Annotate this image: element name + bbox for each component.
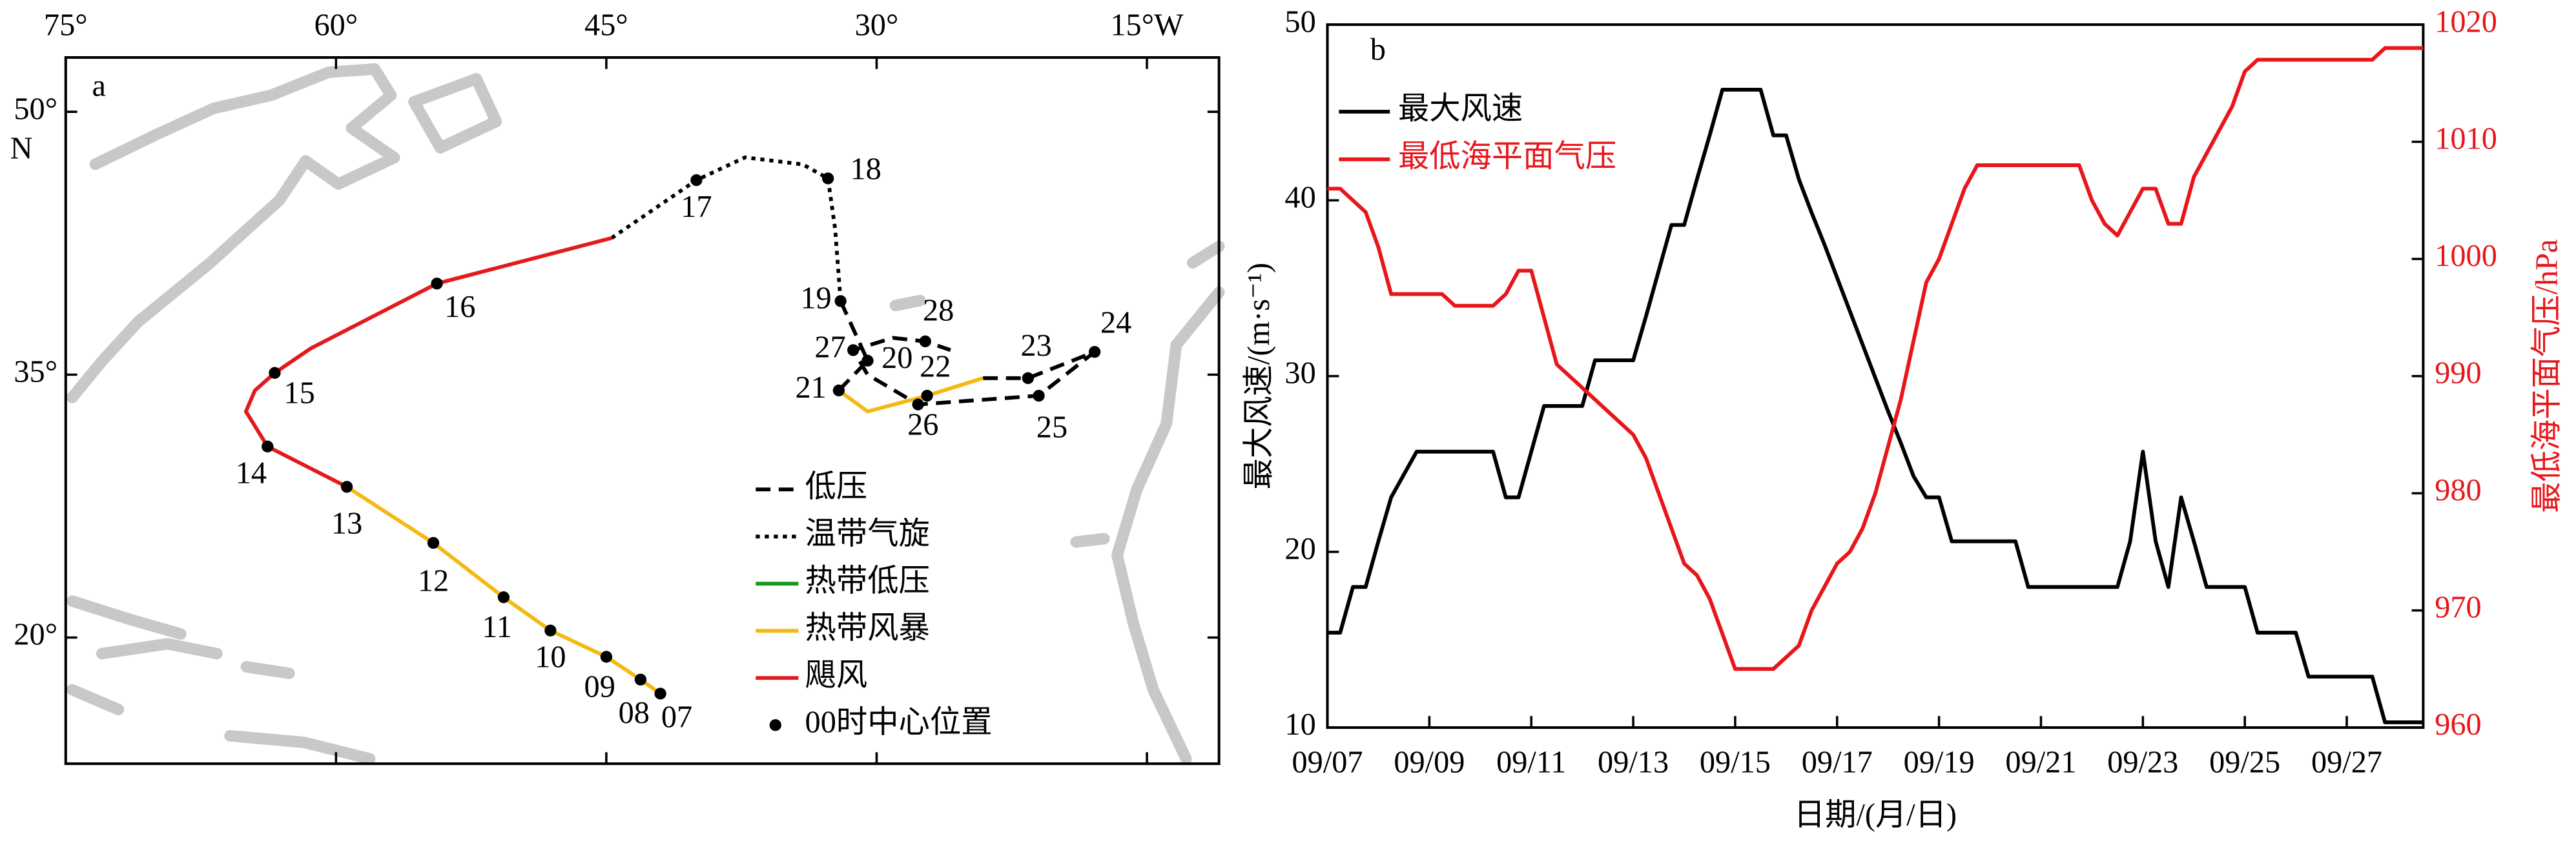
track-day-label: 16: [444, 290, 475, 324]
x-tick-label: 09/07: [1292, 746, 1363, 780]
track-center: [912, 398, 924, 411]
legend-label: 热带低压: [805, 564, 930, 598]
y2-tick-label: 1020: [2435, 5, 2497, 39]
x-tick-label: 09/27: [2311, 746, 2382, 780]
track-center: [431, 278, 443, 290]
x-tick-label: 30°: [855, 8, 899, 42]
track-day-label: 08: [619, 696, 650, 730]
y-tick-label: 20: [1284, 532, 1315, 566]
track-day-label: 21: [795, 371, 826, 405]
track-center: [340, 480, 353, 493]
track-center: [654, 687, 666, 700]
track-center: [832, 384, 845, 396]
x-tick-label: 09/17: [1802, 746, 1873, 780]
track-day-label: 15: [283, 376, 314, 410]
y-tick-label: 30: [1284, 356, 1315, 391]
track-center: [919, 335, 931, 347]
track-center: [834, 295, 847, 307]
y-tick-label: 40: [1284, 180, 1315, 214]
track-center: [861, 354, 874, 367]
track-day-label: 26: [907, 407, 938, 442]
track-center: [269, 367, 281, 379]
x-tick-label: 60°: [314, 8, 358, 42]
track-day-label: 20: [881, 341, 912, 375]
legend-marker: [769, 719, 781, 731]
legend-label: 飓风: [805, 658, 868, 692]
track-day-label: 24: [1100, 305, 1131, 340]
track-day-label: 10: [535, 640, 566, 675]
y2-tick-label: 990: [2435, 356, 2481, 391]
x-tick-label: 15°W: [1110, 8, 1184, 42]
track-center: [262, 440, 274, 453]
legend-label: 热带风暴: [805, 611, 930, 645]
x-tick-label: 09/09: [1394, 746, 1465, 780]
legend-label: 最低海平面气压: [1398, 139, 1616, 174]
track-day-label: 22: [920, 349, 951, 383]
y-tick-label: 10: [1284, 708, 1315, 742]
track-day-label: 18: [850, 152, 881, 186]
legend-label: 低压: [805, 469, 868, 504]
track-line: [837, 300, 1097, 407]
track-center: [427, 536, 440, 549]
legend-label: 00时中心位置: [805, 705, 993, 739]
track-center: [690, 174, 703, 187]
legend-label: 温带气旋: [805, 516, 930, 551]
y-tick-label: 50: [1284, 5, 1315, 39]
track-day-label: 25: [1036, 411, 1067, 445]
track-center: [544, 624, 557, 636]
panel-label: a: [92, 68, 105, 103]
track-center: [497, 591, 510, 604]
y-unit: N: [10, 131, 33, 165]
track-day-label: 17: [681, 190, 712, 224]
y2-tick-label: 1000: [2435, 239, 2497, 273]
track-center: [600, 651, 613, 663]
track-line: [243, 236, 612, 489]
x-tick-label: 09/15: [1700, 746, 1771, 780]
track-day-label: 27: [814, 330, 845, 364]
x-tick-label: 09/19: [1904, 746, 1975, 780]
track-center: [1088, 345, 1101, 358]
land: [67, 63, 1225, 765]
track-day-label: 11: [482, 610, 512, 644]
y2-tick-label: 1010: [2435, 122, 2497, 156]
track-day-label: 19: [800, 281, 831, 315]
x-axis-label: 日期/(月/日): [1794, 798, 1957, 832]
track-line: [610, 155, 843, 301]
track-center: [921, 389, 933, 402]
series-line: [1327, 87, 2424, 724]
track-day-label: 09: [584, 669, 615, 704]
track-day-label: 23: [1020, 329, 1051, 363]
panel-label: b: [1370, 33, 1386, 67]
track-center: [847, 344, 860, 356]
y-tick-label: 20°: [14, 618, 57, 652]
track-day-label: 07: [661, 700, 692, 734]
track-day-label: 13: [331, 506, 362, 540]
y2-tick-label: 960: [2435, 708, 2481, 742]
map-frame: [64, 56, 1221, 766]
series-line: [1327, 46, 2424, 671]
y-tick-label: 35°: [14, 354, 57, 389]
x-tick-label: 09/21: [2005, 746, 2076, 780]
track-day-label: 28: [923, 294, 954, 328]
track-day-label: 14: [236, 456, 267, 491]
track-center: [821, 172, 834, 185]
y2-tick-label: 980: [2435, 473, 2481, 507]
legend-label: 最大风速: [1398, 92, 1523, 126]
track-center: [1022, 372, 1035, 384]
track-day-label: 12: [418, 564, 449, 598]
y2-tick-label: 970: [2435, 591, 2481, 625]
x-tick-label: 75°: [44, 8, 88, 42]
x-tick-label: 45°: [584, 8, 628, 42]
track-center: [634, 673, 647, 686]
y-axis-label: 最大风速/(m·s⁻¹): [1242, 263, 1276, 489]
y2-axis-label: 最低海平面气压/hPa: [2530, 239, 2564, 513]
x-tick-label: 09/23: [2107, 746, 2178, 780]
y-tick-label: 50°: [14, 92, 57, 126]
x-tick-label: 09/13: [1598, 746, 1669, 780]
track-center: [1033, 389, 1045, 402]
x-tick-label: 09/25: [2209, 746, 2280, 780]
x-tick-label: 09/11: [1496, 746, 1566, 780]
